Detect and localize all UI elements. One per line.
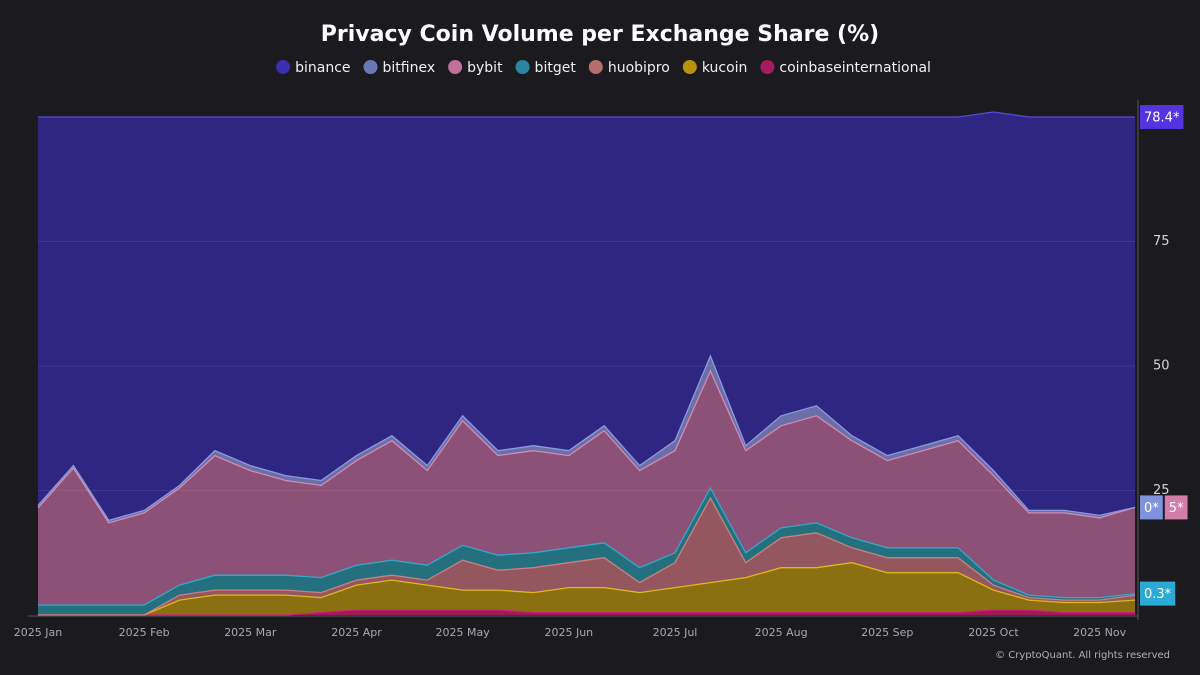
badge-bg [1164, 495, 1188, 520]
legend-swatch [363, 60, 378, 74]
area-bybit [38, 371, 1135, 605]
legend: binance bitfinex bybit bitget huobipro kucoin… [276, 60, 931, 76]
area-edge [38, 609, 1135, 616]
x-tick-label: 2025 Apr [331, 626, 382, 639]
legend-label: bybit [467, 60, 503, 76]
legend-label: bitfinex [383, 60, 436, 76]
area-binance [38, 112, 1135, 521]
end-label: 0* [1144, 501, 1159, 516]
end-badge: 78.4* [1140, 105, 1184, 129]
legend-item: bybit [448, 60, 503, 76]
legend-swatch [760, 60, 775, 74]
x-tick-label: 2025 Jan [14, 626, 62, 639]
legend-item: bitfinex [363, 60, 436, 76]
x-tick-label: 2025 Feb [119, 626, 170, 639]
legend-swatch [276, 60, 291, 74]
x-tick-label: 2025 Sep [861, 626, 913, 639]
y-tick-label: 50 [1153, 359, 1170, 374]
legend-swatch [515, 60, 530, 74]
badge-bg [1140, 581, 1176, 606]
legend-item: kucoin [682, 60, 748, 76]
x-tick-label: 2025 Jul [653, 626, 698, 639]
legend-item: binance [276, 60, 351, 76]
legend-label: binance [295, 60, 350, 76]
area-edge [38, 562, 1136, 616]
area-edge [38, 496, 1136, 616]
end-badge: 0.3* [1140, 581, 1176, 606]
chart-title: Privacy Coin Volume per Exchange Share (… [321, 22, 879, 47]
area-edge [37, 369, 1136, 524]
x-tick-label: 2025 Mar [224, 626, 277, 639]
end-badge: 5* [1164, 495, 1188, 520]
x-tick-label: 2025 Oct [968, 626, 1019, 639]
end-label: 5* [1169, 501, 1184, 516]
end-label: 78.4* [1144, 111, 1180, 126]
area-edge [37, 354, 1136, 522]
legend-label: huobipro [608, 60, 670, 76]
x-tick-label: 2025 Aug [755, 626, 808, 639]
x-tick-label: 2025 May [436, 626, 491, 639]
legend-label: kucoin [702, 60, 748, 76]
legend-swatch [448, 60, 463, 74]
area-bitfinex [38, 356, 1135, 523]
lines [37, 111, 1136, 616]
y-tick-label: 25 [1153, 483, 1170, 498]
area-bitget [38, 488, 1135, 615]
end-badge: 0* [1140, 495, 1163, 520]
x-tick-label: 2025 Jun [544, 626, 593, 639]
x-tick-label: 2025 Nov [1073, 626, 1126, 639]
legend-swatch [682, 60, 697, 74]
legend-item: huobipro [588, 60, 670, 76]
legend-item: coinbaseinternational [760, 60, 931, 76]
legend-swatch [588, 60, 603, 74]
end-label: 0.3* [1144, 587, 1172, 602]
credit: © CryptoQuant. All rights reserved [995, 650, 1170, 661]
area-edge [38, 111, 1135, 118]
legend-label: coinbaseinternational [779, 60, 931, 76]
areas [38, 112, 1135, 615]
y-tick-label: 75 [1153, 234, 1170, 249]
area-kucoin [38, 562, 1135, 615]
legend-label: bitget [535, 60, 577, 76]
area-edge [38, 486, 1136, 606]
legend-item: bitget [515, 60, 577, 76]
badge-bg [1140, 495, 1163, 520]
badge-bg [1140, 105, 1184, 129]
